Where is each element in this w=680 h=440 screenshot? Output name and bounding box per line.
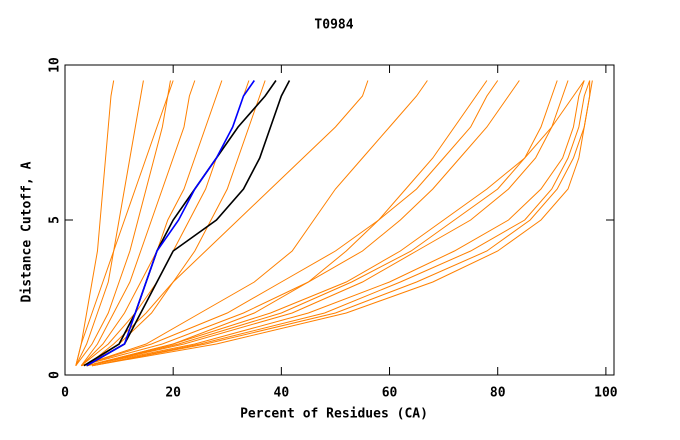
y-tick-label: 0 (48, 371, 63, 379)
series-line (86, 80, 585, 367)
x-tick-label: 20 (165, 386, 181, 401)
series-line (81, 80, 499, 367)
x-tick-label: 0 (61, 386, 69, 401)
series-line (80, 80, 196, 366)
series-line (86, 80, 291, 367)
x-tick-label: 40 (274, 386, 290, 401)
series-line (83, 80, 277, 367)
y-tick-label: 5 (48, 216, 63, 224)
series-line (81, 80, 520, 367)
series-line (86, 80, 569, 367)
y-tick-label: 10 (48, 57, 63, 73)
chart-title: T0984 (314, 18, 353, 33)
x-tick-label: 60 (382, 386, 398, 401)
series-line (80, 80, 223, 367)
series-line (86, 80, 255, 367)
series-line (91, 80, 591, 367)
series-line (75, 80, 174, 366)
x-tick-label: 100 (594, 386, 618, 401)
x-tick-label: 80 (490, 386, 506, 401)
series-line (75, 80, 115, 366)
x-axis-label: Percent of Residues (CA) (240, 407, 428, 422)
series-line (81, 80, 428, 367)
y-axis-label: Distance Cutoff, A (20, 161, 35, 302)
series-line (91, 80, 591, 367)
series-line (86, 80, 369, 367)
series-line (75, 80, 144, 366)
plot-frame (64, 64, 615, 376)
series-line (86, 80, 558, 367)
series-line (86, 80, 585, 367)
series-line (75, 80, 171, 366)
series-line (80, 80, 250, 367)
